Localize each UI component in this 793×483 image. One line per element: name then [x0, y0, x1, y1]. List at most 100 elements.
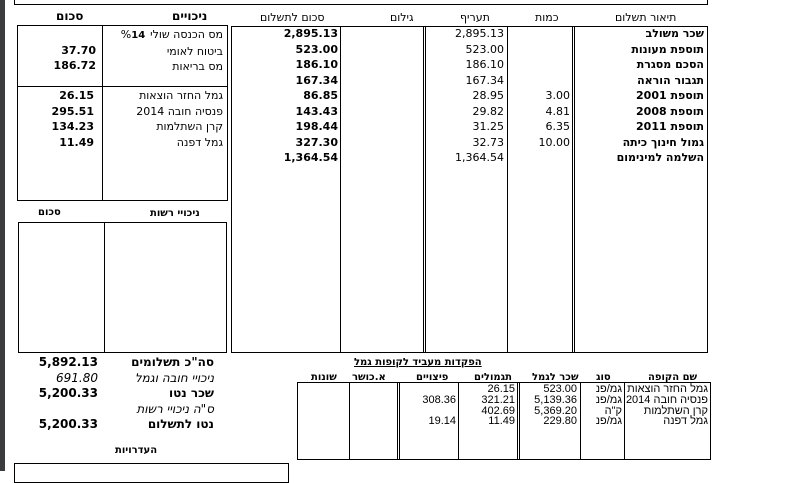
provident-salaries: 523.00 5,139.36 5,369.20 229.80: [521, 384, 577, 427]
provident-type: גמ/פנ: [595, 393, 622, 406]
provident-contrib: 321.21: [481, 393, 515, 406]
payment-amount: 2,895.13: [283, 27, 338, 40]
payment-rate: 523.00: [465, 42, 505, 56]
payment-amount: 167.34: [295, 73, 338, 87]
column-divider: [458, 382, 459, 460]
fund-deduction-label: קרן השתלמות: [156, 120, 223, 133]
tax-rate: 14: [131, 30, 146, 41]
col-description: תיאור תשלום: [615, 11, 677, 24]
deductions-box: [17, 25, 228, 201]
payment-description: השלמה למינימום: [616, 151, 704, 164]
payment-description: הסכם מסגרת: [636, 58, 704, 71]
provident-type: גמ/פנ: [595, 383, 622, 395]
payment-rate: 32.73: [472, 135, 505, 149]
provident-contrib: 26.15: [487, 383, 515, 395]
col-misc: שונות: [311, 372, 337, 383]
col-amount: סכום לתשלום: [260, 11, 325, 24]
provident-fund-types: גמ/פנ גמ/פנ ק"ה גמ/פנ: [582, 384, 622, 427]
column-divider: [397, 382, 400, 460]
column-divider: [507, 26, 508, 353]
fund-deduction-value: 26.15: [59, 89, 94, 102]
fund-deduction-label: גמל החזר הוצאות: [139, 89, 223, 102]
payment-description: תוספת 2011: [636, 120, 704, 133]
header-box-bottom: [14, 0, 708, 5]
col-quantity: כמות: [535, 11, 559, 24]
deductions-header: ניכויים: [172, 9, 208, 23]
deduction-label: ביטוח לאומי: [167, 44, 223, 60]
column-divider: [423, 26, 426, 353]
absences-label: העדרויות: [115, 445, 158, 456]
col-rate: תעריף: [460, 11, 490, 24]
deduction-value: 186.72: [53, 59, 96, 72]
payment-description: תוספת מעונות: [631, 42, 704, 56]
provident-salary: 523.00: [543, 383, 577, 395]
totals-labels: סה"כ תשלומים ניכויי חובה וגמל שכר נטו ס"ה נ…: [110, 355, 214, 433]
col-gilum: גילום: [390, 11, 414, 24]
col-salary: שכר לגמל: [532, 372, 579, 383]
total-value: 5,200.33: [38, 417, 98, 431]
payment-rate: 28.95: [472, 89, 505, 102]
col-severance: פיצויים: [416, 372, 449, 383]
total-label: סה"כ תשלומים: [131, 355, 214, 369]
payments-table-border: [231, 26, 708, 353]
column-divider: [349, 382, 350, 460]
payment-rate: 31.25: [472, 120, 505, 133]
payment-rate: 1,364.54: [455, 151, 504, 164]
column-divider: [580, 382, 581, 460]
provident-severance: 19.14: [428, 415, 456, 428]
payment-amount: 143.43: [295, 104, 338, 118]
fund-deduction-label: פנסיה חובה 2014: [136, 104, 223, 118]
column-divider: [624, 382, 625, 460]
payment-amounts: 2,895.13 523.00 186.10 167.34 86.85 143.43 198…: [232, 26, 338, 166]
total-value: 5,892.13: [38, 355, 98, 369]
provident-salary: 5,139.36: [534, 393, 577, 406]
payment-quantity: 10.00: [538, 135, 571, 149]
provident-contrib: 402.69: [481, 404, 515, 417]
payment-rate: 29.82: [472, 104, 505, 118]
deduction-label-text: ביטוח לאומי: [166, 44, 223, 58]
fund-deduction-value: 134.23: [51, 120, 94, 133]
total-value: 5,200.33: [38, 386, 98, 400]
fund-deduction-label: גמל דפנה: [176, 135, 223, 149]
totals-values: 5,892.13 691.80 5,200.33 5,200.33: [20, 355, 98, 433]
payment-amount: 198.44: [295, 120, 338, 133]
column-divider: [572, 26, 575, 353]
provident-severance: 308.36 19.14: [401, 384, 456, 427]
payment-description: שכר משולב: [645, 27, 704, 40]
total-label: ס"ה ניכויי רשות: [136, 401, 214, 416]
payment-rate: 167.34: [465, 73, 505, 87]
mandatory-deduction-values: 37.70 186.72: [20, 27, 96, 74]
deduction-value: 37.70: [61, 43, 96, 57]
voluntary-box: [18, 222, 227, 353]
provident-fund: קרן השתלמות: [643, 404, 708, 417]
payment-description: תוספת 2008: [636, 104, 704, 118]
fund-deduction-value: 295.51: [51, 104, 94, 118]
provident-severance: 308.36: [422, 393, 456, 406]
provident-fund: גמל דפנה: [663, 415, 708, 428]
provident-contributions: 26.15 321.21 402.69 11.49: [460, 384, 515, 427]
provident-type: גמ/פנ: [595, 415, 622, 428]
provident-salary: 5,369.20: [534, 404, 577, 417]
payment-quantity: 6.35: [545, 120, 571, 133]
provident-title: הפקדות מעביד לקופות גמל: [354, 357, 482, 368]
col-type: סוג: [596, 372, 611, 383]
provident-fund: פנסיה חובה 2014: [625, 393, 708, 406]
payment-description: תגבור הוראה: [637, 73, 704, 87]
provident-fund: גמל החזר הוצאות: [627, 383, 708, 395]
provident-type: ק"ה: [604, 404, 622, 417]
fund-deduction-value: 11.49: [59, 135, 94, 149]
deduction-label-text: מס בריאות: [172, 60, 223, 73]
total-value: 691.80: [56, 370, 98, 385]
payment-description: תוספת 2001: [636, 89, 704, 102]
column-divider: [102, 25, 103, 201]
payment-rate: 2,895.13: [455, 27, 504, 40]
col-fund: שם הקופה: [648, 372, 698, 383]
payment-rate: 186.10: [465, 58, 505, 71]
voluntary-sum-header: סכום: [38, 207, 61, 218]
window-edge: [0, 0, 5, 471]
fund-deduction-values: 26.15 295.51 134.23 11.49: [20, 88, 94, 150]
total-label: נטו לתשלום: [147, 417, 214, 431]
col-capacity: א.כושר: [352, 372, 386, 383]
payment-descriptions: שכר משולב תוספת מעונות הסכם מסגרת תגבור הור…: [580, 26, 704, 166]
column-divider: [517, 382, 520, 460]
